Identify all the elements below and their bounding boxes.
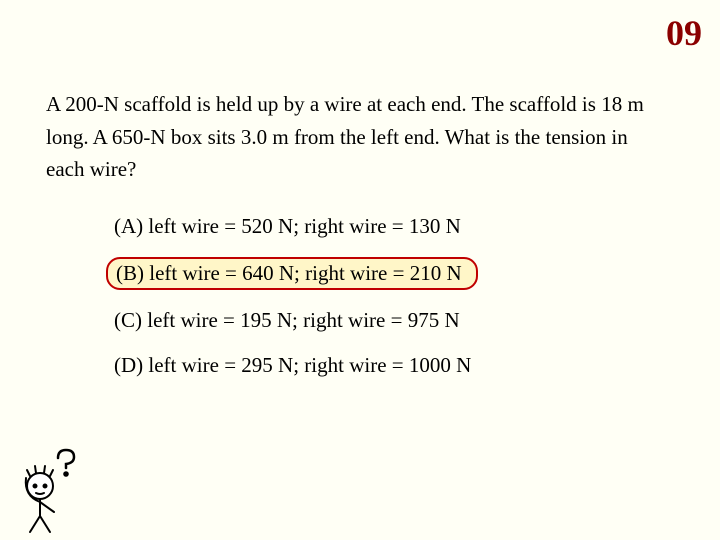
option-b: (B) left wire = 640 N; right wire = 210 … — [106, 257, 478, 290]
slide-number: 09 — [666, 12, 702, 54]
options-list: (A) left wire = 520 N; right wire = 130 … — [106, 212, 479, 396]
question-text: A 200-N scaffold is held up by a wire at… — [46, 88, 660, 186]
option-c: (C) left wire = 195 N; right wire = 975 … — [106, 306, 468, 335]
thinker-icon — [6, 446, 78, 534]
option-a: (A) left wire = 520 N; right wire = 130 … — [106, 212, 469, 241]
option-d: (D) left wire = 295 N; right wire = 1000… — [106, 351, 479, 380]
